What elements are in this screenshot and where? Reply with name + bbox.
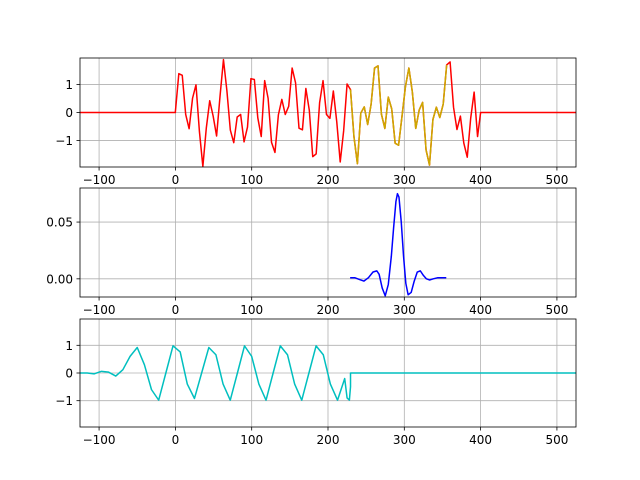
x-tick-label: 200 xyxy=(317,173,340,187)
x-tick-label: 300 xyxy=(393,433,416,447)
x-tick-label: 0 xyxy=(172,173,180,187)
x-tick-label: 400 xyxy=(469,433,492,447)
y-tick-label: 0.05 xyxy=(46,216,73,230)
y-tick-label: 0 xyxy=(65,106,73,120)
x-tick-label: 100 xyxy=(240,433,263,447)
y-tick-label: −1 xyxy=(55,134,73,148)
x-tick-label: 300 xyxy=(393,303,416,317)
x-tick-label: 500 xyxy=(545,433,568,447)
y-tick-label: 1 xyxy=(65,78,73,92)
x-tick-label: 500 xyxy=(545,173,568,187)
x-tick-label: 100 xyxy=(240,173,263,187)
x-tick-label: −100 xyxy=(83,303,116,317)
x-tick-label: −100 xyxy=(83,433,116,447)
y-tick-label: 1 xyxy=(65,339,73,353)
x-tick-label: 500 xyxy=(545,303,568,317)
y-tick-label: −1 xyxy=(55,394,73,408)
x-tick-label: 200 xyxy=(317,433,340,447)
x-tick-label: 400 xyxy=(469,173,492,187)
x-tick-label: 200 xyxy=(317,303,340,317)
series-line-1 xyxy=(350,192,447,297)
y-tick-label: 0 xyxy=(65,367,73,381)
x-tick-label: 400 xyxy=(469,303,492,317)
subplot-1: −100 0 100 200 300 400 500 1 0 −1 xyxy=(55,57,577,187)
x-tick-label: 100 xyxy=(240,303,263,317)
series-line-1 xyxy=(80,345,576,401)
x-tick-label: 0 xyxy=(172,433,180,447)
subplot-2: −100 0 100 200 300 400 500 0.05 0.00 xyxy=(46,187,577,317)
subplot-3: −100 0 100 200 300 400 500 1 0 −1 xyxy=(55,318,577,447)
y-tick-label: 0.00 xyxy=(46,272,73,286)
x-tick-label: −100 xyxy=(83,173,116,187)
series-line-2 xyxy=(349,64,448,166)
x-tick-label: 300 xyxy=(393,173,416,187)
x-tick-label: 0 xyxy=(172,303,180,317)
